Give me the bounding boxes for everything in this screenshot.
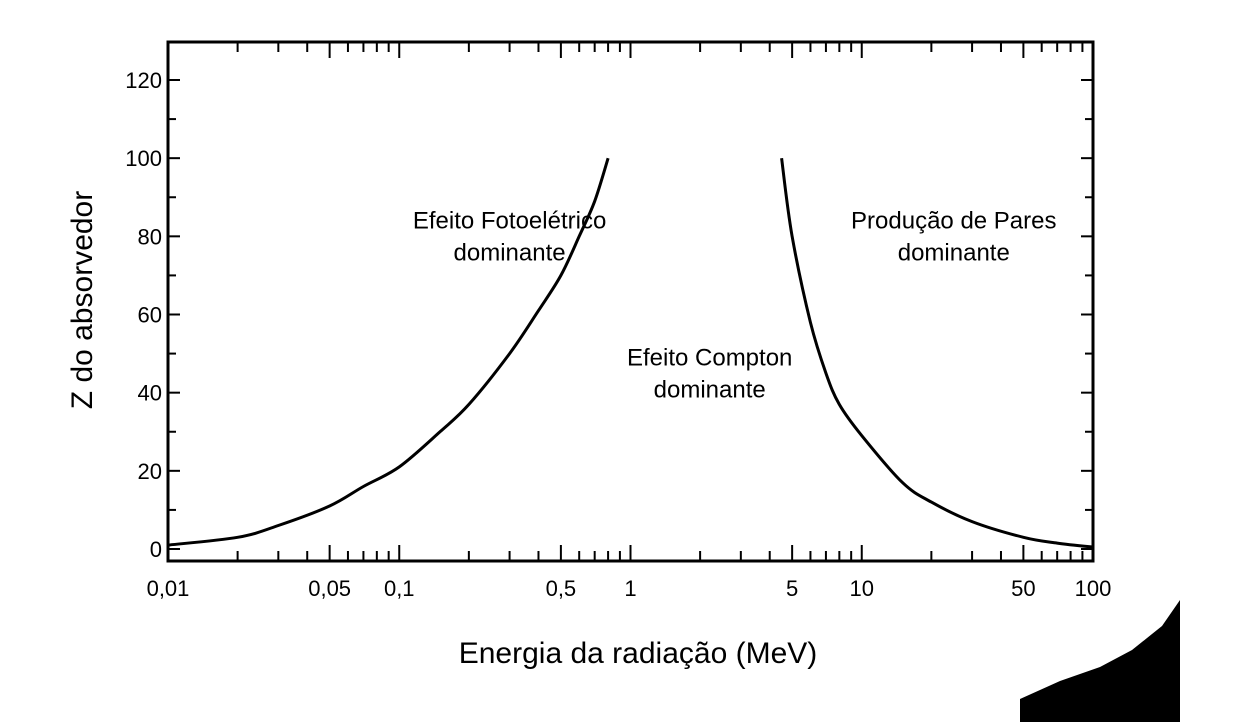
x-tick-label: 0,01 xyxy=(147,576,190,601)
x-tick-label: 5 xyxy=(786,576,798,601)
y-axis-title: Z do absorvedor xyxy=(66,191,99,409)
y-tick-label: 120 xyxy=(125,68,162,93)
x-tick-label: 50 xyxy=(1011,576,1035,601)
x-axis: 0,01 0,05 0,1 0,5 1 5 10 50 100 xyxy=(147,545,1112,601)
x-tick-label: 10 xyxy=(850,576,874,601)
x-axis-title: Energia da radiação (MeV) xyxy=(459,637,818,670)
y-tick-label: 20 xyxy=(138,459,162,484)
x-tick-label: 0,1 xyxy=(384,576,415,601)
y-tick-label: 0 xyxy=(150,537,162,562)
region-label: Efeito Compton xyxy=(627,344,792,371)
minor-ticks xyxy=(167,42,1084,58)
region-label: dominante xyxy=(898,240,1010,267)
x-tick-label: 0,05 xyxy=(308,576,351,601)
scan-smudge xyxy=(1020,600,1180,722)
region-label: dominante xyxy=(454,240,566,267)
x-tick-label: 0,5 xyxy=(546,576,577,601)
boundary-curve-2 xyxy=(780,158,1094,549)
region-label: Efeito Fotoelétrico xyxy=(413,208,606,235)
boundary-curve-1 xyxy=(167,157,610,547)
y-tick-label: 40 xyxy=(138,381,162,406)
x-tick-label: 1 xyxy=(624,576,636,601)
y-tick-label: 100 xyxy=(125,146,162,171)
curves xyxy=(167,157,1094,549)
region-label: dominante xyxy=(654,376,766,403)
x-tick-label: 100 xyxy=(1075,576,1112,601)
y-tick-label: 80 xyxy=(138,224,162,249)
region-label: Produção de Pares xyxy=(851,208,1056,235)
y-axis: 0 20 40 60 80 100 120 xyxy=(125,68,1093,562)
y-tick-label: 60 xyxy=(138,303,162,328)
plot-frame xyxy=(166,40,1095,563)
annotations: Efeito Fotoelétrico dominante Efeito Compt… xyxy=(413,208,1057,404)
